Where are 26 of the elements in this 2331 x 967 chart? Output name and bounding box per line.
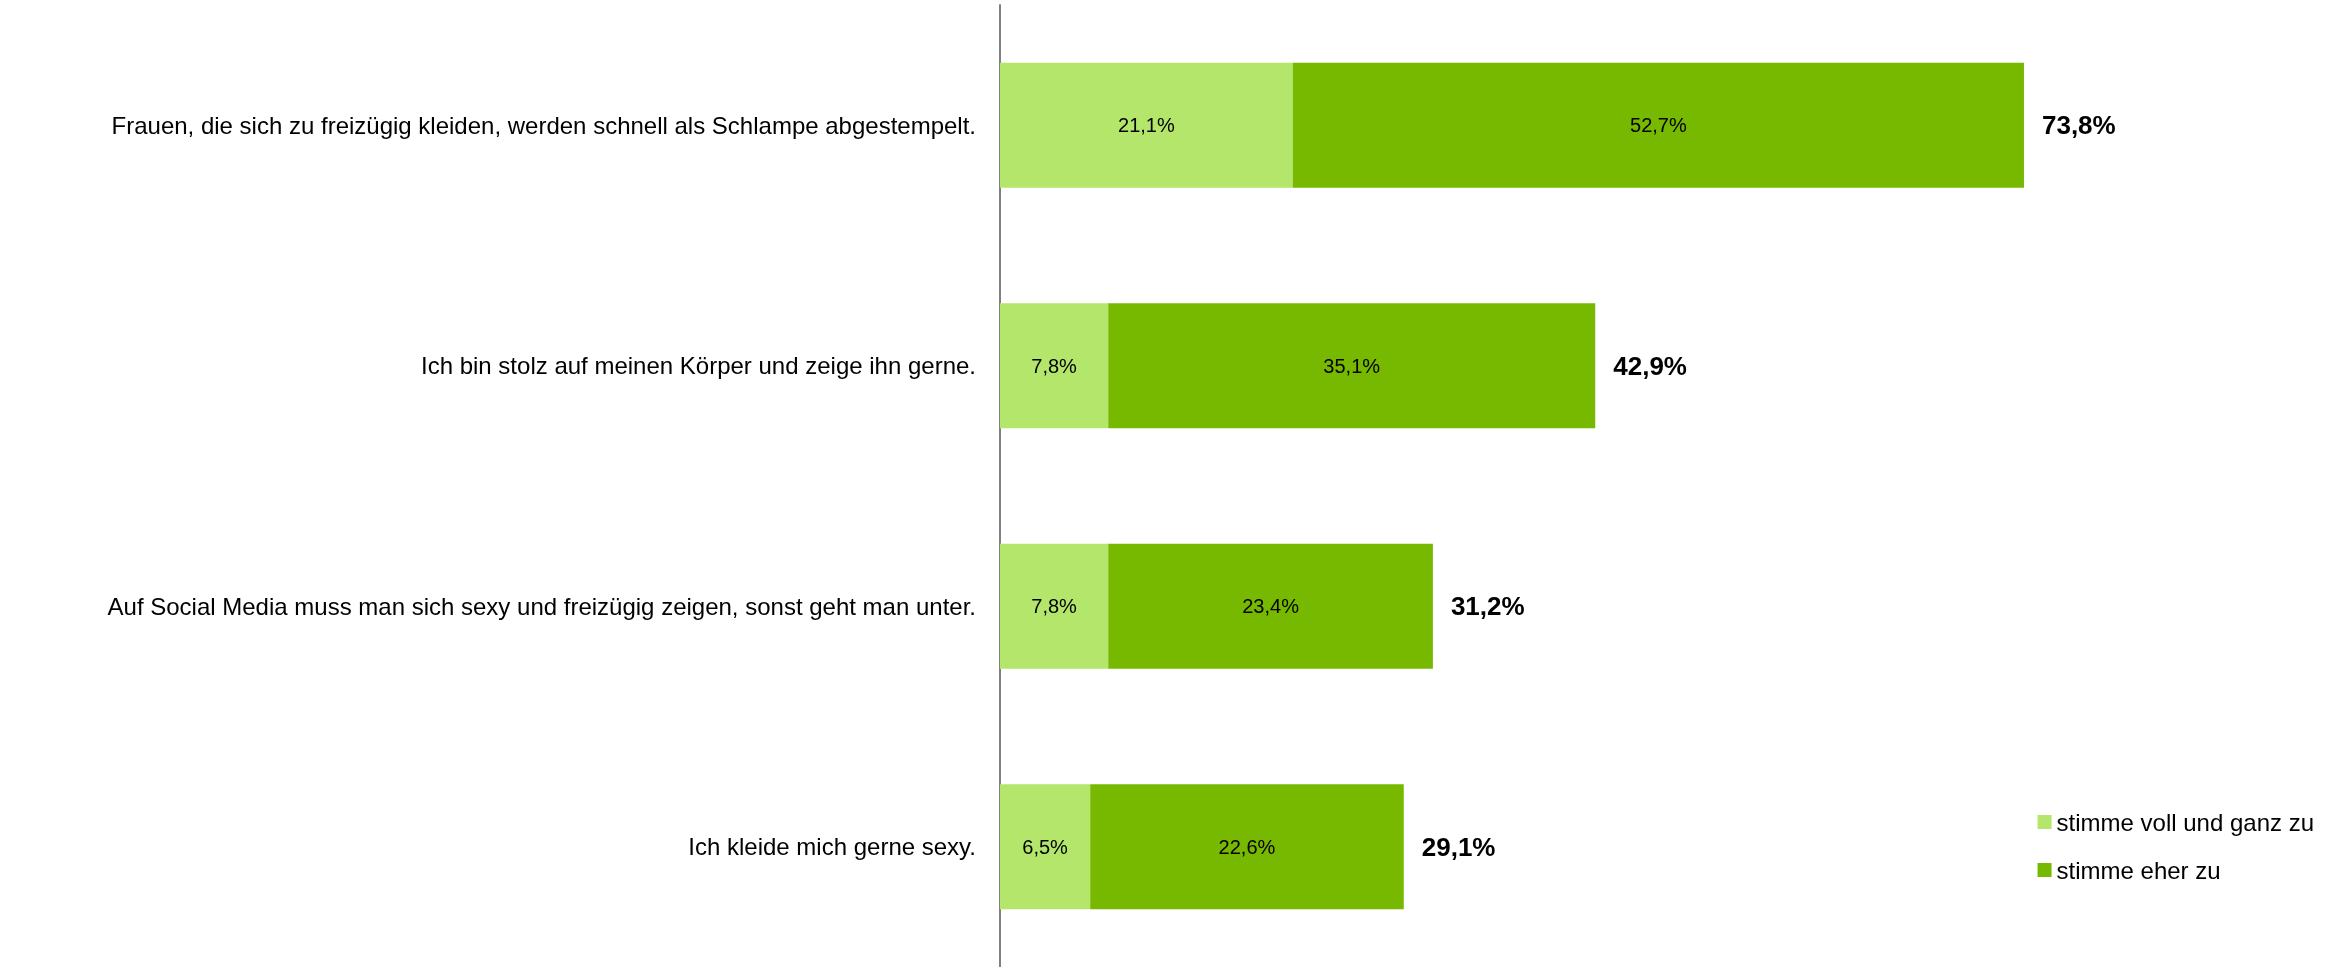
legend-label: stimme voll und ganz zu [2056,808,2314,836]
data-label: 52,7% [1630,114,1687,137]
data-label: 23,4% [1242,595,1300,618]
bar [1292,62,2024,188]
data-label: 7,8% [1031,354,1078,377]
bar [1000,784,1091,910]
bar [1000,62,1293,188]
data-label: 22,6% [1218,835,1276,858]
data-label: 6,5% [1022,835,1069,858]
bar [1000,303,1109,429]
data-label: 7,8% [1031,595,1078,618]
bar [1108,303,1596,429]
legend-label: stimme eher zu [2056,856,2221,884]
bar [1108,543,1433,669]
y-tick-label: Ich kleide mich gerne sexy. [688,833,976,861]
bar [1000,543,1109,669]
data-label: 21,1% [1118,114,1175,137]
y-tick-label: Auf Social Media muss man sich sexy und freizügig zeigen, sonst geht man unter. [107,592,976,620]
y-tick-label: Ich bin stolz auf meinen Körper und zeige ihn gerne. [420,352,976,380]
total-label: 42,9% [1613,350,1687,381]
bar [1090,784,1404,910]
y-tick-label: Frauen, die sich zu freizügig kleiden, werden schnell als Schlampe abgestempelt. [111,111,976,139]
data-label: 35,1% [1323,354,1381,377]
total-label: 29,1% [1421,831,1496,862]
total-label: 73,8% [2041,110,2116,141]
total-label: 31,2% [1450,591,1525,622]
